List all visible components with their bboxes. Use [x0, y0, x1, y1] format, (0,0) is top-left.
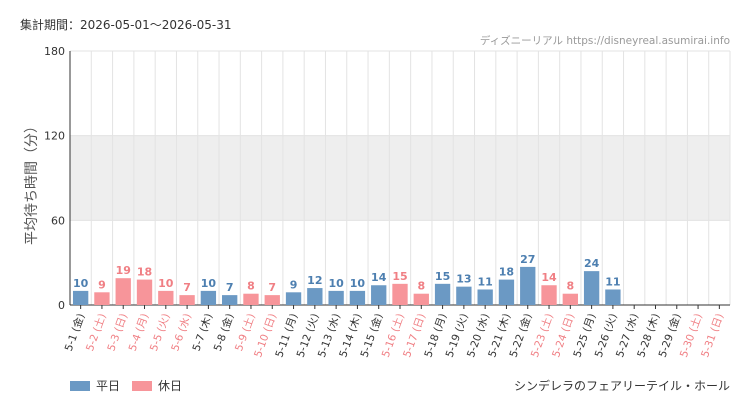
x-tick-label-2: 5-2 (土)	[83, 312, 109, 353]
shaded-band	[70, 135, 730, 221]
x-tick-label-5: 5-5 (火)	[148, 312, 173, 353]
bar-13	[328, 290, 344, 305]
bar-23	[541, 285, 557, 305]
bar-value-label-2: 9	[98, 278, 106, 291]
x-tick-label-1: 5-1 (金)	[62, 312, 88, 353]
bar-value-label-14: 10	[350, 277, 366, 290]
legend-label-holiday: 休日	[158, 379, 183, 393]
bar-9	[243, 293, 259, 305]
bar-value-label-24: 8	[566, 280, 574, 293]
bar-7	[200, 290, 217, 305]
bar-value-label-20: 11	[478, 275, 493, 288]
bar-value-label-1: 10	[73, 277, 89, 290]
source-attribution: ディズニーリアル https://disneyreal.asumirai.inf…	[479, 35, 730, 47]
bar-value-label-12: 12	[307, 274, 322, 287]
legend-swatch-holiday	[132, 380, 153, 391]
x-tick-label-9: 5-9 (土)	[232, 312, 258, 353]
bar-value-label-16: 15	[392, 270, 407, 283]
bar-8	[222, 295, 238, 305]
bar-value-label-11: 9	[290, 278, 298, 291]
legend-label-weekday: 平日	[96, 379, 121, 393]
bar-value-label-6: 7	[183, 281, 191, 294]
bar-value-label-5: 10	[158, 277, 174, 290]
x-tick-label-4: 5-4 (月)	[127, 312, 152, 353]
y-tick-label-1: 60	[51, 214, 65, 227]
bar-value-label-4: 18	[137, 266, 152, 279]
attraction-name: シンデレラのフェアリーテイル・ホール	[513, 379, 730, 393]
bar-6	[179, 295, 195, 305]
legend: 平日 休日	[70, 377, 194, 394]
bar-value-label-10: 7	[268, 281, 276, 294]
bar-22	[520, 266, 536, 305]
x-tick-label-6: 5-6 (水)	[169, 312, 194, 353]
bar-25	[583, 271, 600, 305]
bar-value-label-7: 10	[201, 277, 217, 290]
bar-17	[413, 293, 429, 305]
bar-value-label-17: 8	[417, 280, 425, 293]
bar-value-label-26: 11	[605, 275, 620, 288]
bar-value-label-8: 7	[226, 281, 234, 294]
bar-value-label-9: 8	[247, 280, 255, 293]
bar-value-label-13: 10	[328, 277, 344, 290]
bar-18	[434, 283, 451, 305]
bar-14	[349, 290, 366, 305]
bar-1	[72, 290, 89, 305]
bar-4	[136, 279, 153, 305]
bar-value-label-19: 13	[456, 273, 471, 286]
bar-2	[94, 292, 110, 305]
bar-16	[392, 283, 408, 305]
collection-period: 集計期間：2026-05-01～2026-05-31	[20, 18, 232, 32]
bar-value-label-23: 14	[541, 271, 557, 284]
bar-10	[264, 295, 280, 305]
legend-item-weekday: 平日	[70, 377, 120, 394]
x-tick-label-7: 5-7 (木)	[191, 312, 216, 353]
bar-26	[605, 289, 621, 305]
bar-value-label-22: 27	[520, 253, 535, 266]
x-tick-label-8: 5-8 (金)	[211, 312, 237, 353]
y-tick-label-3: 180	[44, 45, 65, 58]
y-tick-label-0: 0	[58, 299, 65, 312]
bar-value-label-25: 24	[584, 257, 600, 270]
bar-24	[562, 293, 578, 305]
bar-value-label-15: 14	[371, 271, 387, 284]
bar-21	[498, 279, 515, 305]
bar-20	[477, 289, 493, 305]
bar-19	[456, 286, 472, 305]
bar-value-label-21: 18	[499, 266, 514, 279]
bar-5	[158, 290, 174, 305]
x-tick-label-3: 5-3 (日)	[105, 312, 130, 353]
legend-swatch-weekday	[70, 380, 90, 391]
bar-value-label-18: 15	[435, 270, 450, 283]
bar-3	[115, 278, 131, 305]
bar-11	[285, 292, 302, 305]
bar-value-label-3: 19	[116, 264, 131, 277]
legend-item-holiday: 休日	[132, 377, 182, 394]
y-tick-label-2: 120	[44, 130, 65, 143]
bar-12	[307, 288, 323, 305]
bar-15	[371, 285, 387, 305]
